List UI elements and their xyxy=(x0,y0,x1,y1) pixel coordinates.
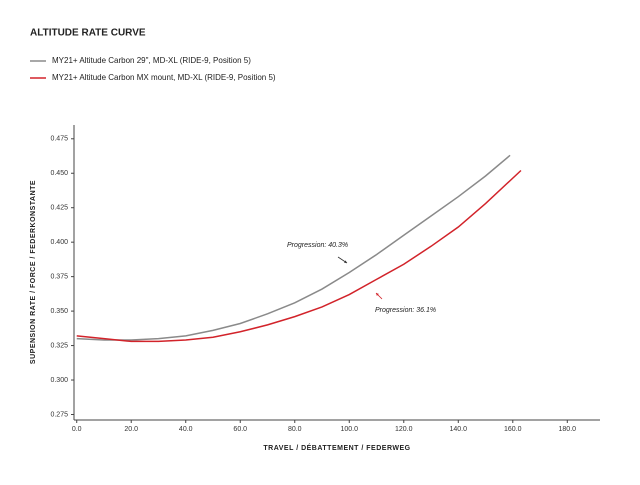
x-tick-label: 140.0 xyxy=(450,426,468,433)
y-tick-label: 0.275 xyxy=(50,411,68,418)
x-tick-label: 40.0 xyxy=(179,426,193,433)
x-tick-label: 20.0 xyxy=(124,426,138,433)
legend-label: MY21+ Altitude Carbon 29", MD-XL (RIDE-9… xyxy=(52,56,251,65)
series-line xyxy=(76,169,522,343)
chart-title: ALTITUDE RATE CURVE xyxy=(30,28,146,39)
series-line xyxy=(76,154,511,341)
x-tick-label: 160.0 xyxy=(504,426,522,433)
x-tick-label: 100.0 xyxy=(340,426,358,433)
y-tick-label: 0.375 xyxy=(50,273,68,280)
x-tick-label: 60.0 xyxy=(233,426,247,433)
x-axis-label: TRAVEL / DÉBATTEMENT / FEDERWEG xyxy=(263,443,410,452)
x-tick-label: 120.0 xyxy=(395,426,413,433)
y-tick-label: 0.450 xyxy=(50,170,68,177)
y-axis-label: SUPENSION RATE / FORCE / FEDERKONSTANTE xyxy=(30,180,37,364)
x-tick-label: 180.0 xyxy=(559,426,577,433)
y-tick-label: 0.425 xyxy=(50,205,68,212)
annotation-arrowhead xyxy=(344,260,347,263)
y-tick-label: 0.475 xyxy=(50,136,68,143)
annotation: Progression: 36.1% xyxy=(375,307,436,314)
x-tick-label: 80.0 xyxy=(288,426,302,433)
annotation: Progression: 40.3% xyxy=(287,242,348,249)
y-tick-label: 0.325 xyxy=(50,342,68,349)
x-tick-label: 0.0 xyxy=(72,426,82,433)
y-tick-label: 0.400 xyxy=(50,239,68,246)
y-tick-label: 0.300 xyxy=(50,377,68,384)
annotation-arrowhead xyxy=(376,293,379,296)
y-tick-label: 0.350 xyxy=(50,308,68,315)
legend-label: MY21+ Altitude Carbon MX mount, MD-XL (R… xyxy=(52,73,276,82)
